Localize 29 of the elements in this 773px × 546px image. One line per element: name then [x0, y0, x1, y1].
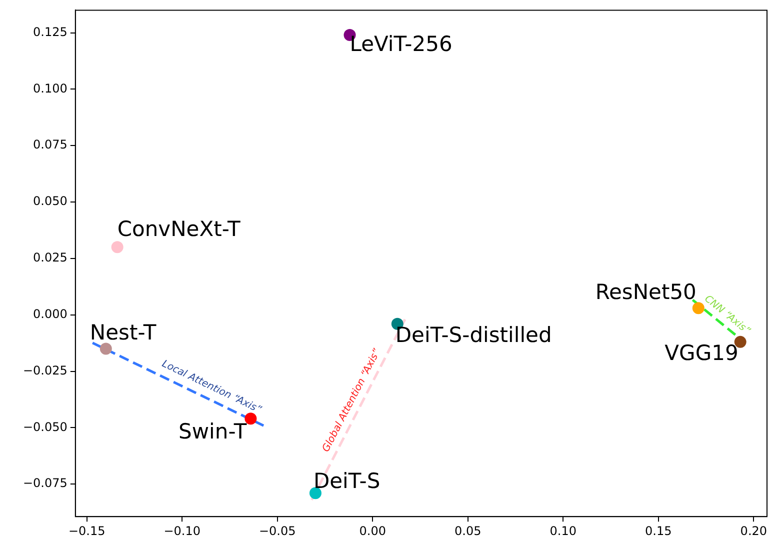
x-tick-label: −0.05: [258, 524, 296, 538]
y-tick-label: 0.075: [33, 138, 68, 152]
point: [100, 342, 112, 355]
x-tick-label: 0.15: [645, 524, 672, 538]
x-tick-label: 0.10: [550, 524, 576, 538]
series-label: Swin-T: [178, 420, 247, 444]
series-label: ResNet50: [595, 280, 696, 304]
series-label: LeViT-256: [350, 32, 452, 56]
point: [309, 487, 322, 500]
y-tick-label: −0.075: [22, 476, 68, 490]
series-label: Nest-T: [90, 320, 156, 345]
y-tick-label: −0.050: [22, 420, 68, 434]
y-tick-label: 0.125: [33, 24, 68, 39]
point: [692, 302, 704, 314]
series-label: DeiT-S-distilled: [395, 322, 552, 347]
series-label: VGG19: [664, 340, 738, 365]
y-tick-label: 0.000: [33, 306, 68, 321]
x-tick-label: 0.00: [359, 524, 386, 538]
x-tick-label: 0.20: [740, 524, 768, 538]
point: [111, 241, 124, 254]
y-tick-label: −0.025: [22, 363, 68, 378]
x-tick-label: −0.15: [68, 524, 106, 538]
x-tick-label: 0.05: [454, 524, 482, 538]
x-tick-label: −0.10: [164, 524, 200, 538]
series-label: ConvNeXt-T: [117, 217, 240, 242]
y-tick-label: 0.100: [33, 81, 68, 96]
series-label: DeiT-S: [313, 469, 380, 494]
y-tick-label: 0.050: [33, 194, 68, 208]
y-tick-label: 0.025: [33, 250, 68, 265]
